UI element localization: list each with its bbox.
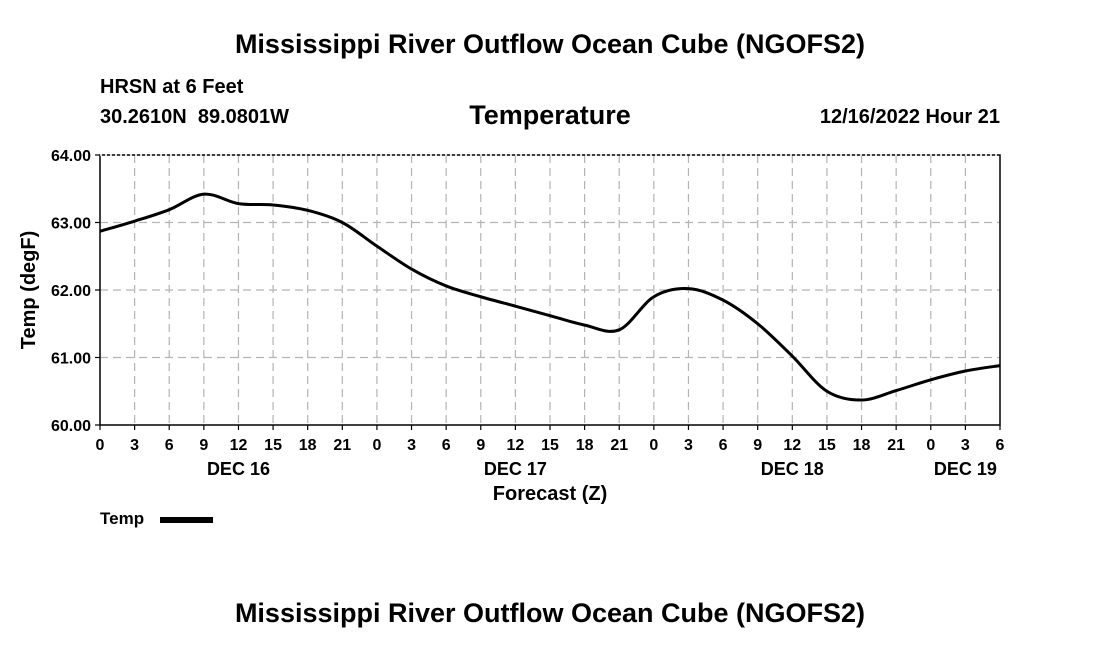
y-axis-title: Temp (degF) (18, 231, 40, 350)
x-tick-label: 12 (230, 437, 248, 454)
x-tick-label: 0 (649, 437, 658, 454)
x-tick-label: 0 (96, 437, 105, 454)
date-label: DEC 16 (207, 459, 270, 479)
legend-label: Temp (100, 509, 145, 528)
chart-title: Mississippi River Outflow Ocean Cube (NG… (234, 29, 866, 59)
x-tick-label: 3 (684, 437, 693, 454)
x-tick-label: 3 (130, 437, 139, 454)
x-tick-label: 0 (926, 437, 935, 454)
x-axis-title: Forecast (Z) (493, 483, 607, 505)
date-label: DEC 17 (484, 459, 547, 479)
series-line-temp (99, 192, 1001, 402)
x-tick-label: 18 (299, 437, 317, 454)
y-tick-label: 63.00 (51, 216, 91, 233)
x-tick-label: 6 (442, 437, 451, 454)
station-label: HRSN at 6 Feet (100, 76, 244, 98)
date-label: DEC 18 (761, 459, 824, 479)
x-tick-label: 9 (199, 437, 208, 454)
x-tick-label: 3 (961, 437, 970, 454)
x-tick-label: 15 (541, 437, 559, 454)
x-tick-label: 12 (506, 437, 524, 454)
x-tick-label: 6 (719, 437, 728, 454)
x-tick-label: 21 (887, 437, 905, 454)
x-tick-label: 18 (853, 437, 871, 454)
x-tick-label: 15 (264, 437, 282, 454)
y-tick-label: 61.00 (51, 351, 91, 368)
x-tick-label: 18 (576, 437, 594, 454)
x-tick-label: 21 (610, 437, 628, 454)
footer-title: Mississippi River Outflow Ocean Cube (NG… (234, 598, 866, 628)
variable-title: Temperature (469, 100, 631, 130)
x-tick-label: 21 (333, 437, 351, 454)
x-tick-label: 0 (372, 437, 381, 454)
y-tick-label: 62.00 (51, 283, 91, 300)
coordinates-label: 30.2610N 89.0801W (100, 106, 290, 128)
date-label: DEC 19 (934, 459, 997, 479)
datetime-label: 12/16/2022 Hour 21 (819, 106, 1000, 128)
legend-line-swatch (160, 517, 213, 523)
y-tick-label: 60.00 (51, 418, 91, 435)
y-tick-label: 64.00 (51, 148, 91, 165)
x-tick-label: 15 (818, 437, 836, 454)
x-tick-label: 3 (407, 437, 416, 454)
x-tick-label: 9 (753, 437, 762, 454)
x-tick-label: 12 (783, 437, 801, 454)
x-tick-label: 9 (476, 437, 485, 454)
x-tick-label: 6 (165, 437, 174, 454)
x-tick-label: 6 (996, 437, 1005, 454)
